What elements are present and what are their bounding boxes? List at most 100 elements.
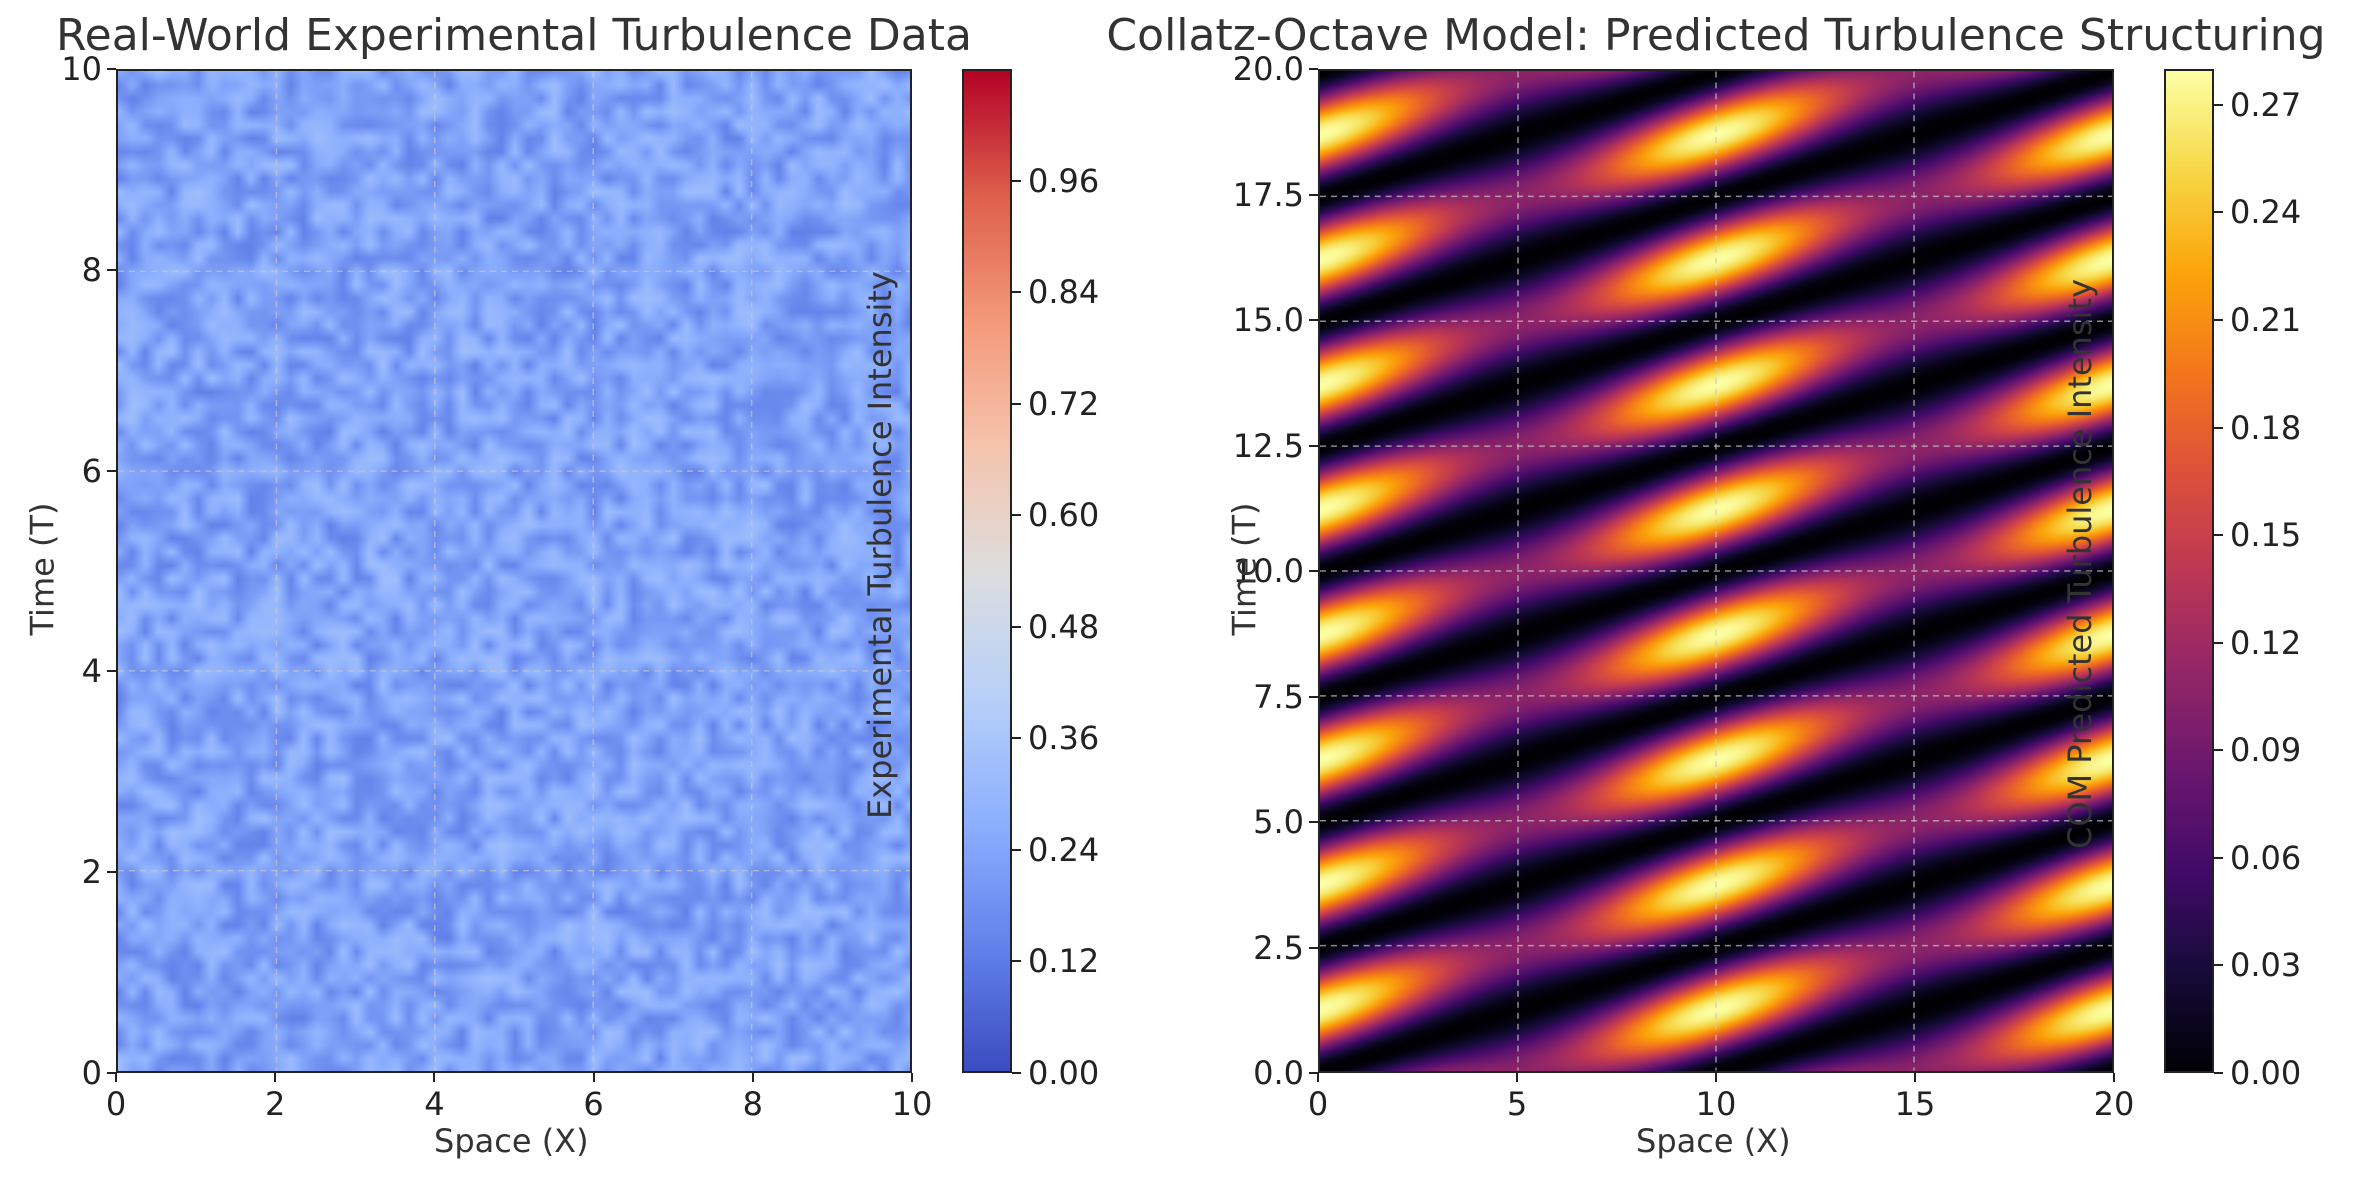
x-tick-mark [115, 1073, 117, 1082]
colorbar-tick-mark [1012, 625, 1021, 628]
y-tick-label: 10.0 [1232, 552, 1304, 590]
x-tick-label: 0 [1307, 1085, 1329, 1123]
right-colorbar-label: COM Predicted Turbulence Intensity [2061, 278, 2099, 849]
right-colorbar [2164, 69, 2214, 1073]
colorbar-tick-label: 0.00 [2230, 1054, 2302, 1092]
colorbar-tick-mark [1012, 291, 1021, 294]
colorbar-tick-label: 0.09 [2230, 731, 2302, 770]
x-tick-mark [592, 1073, 595, 1082]
colorbar-tick-label: 0.24 [1028, 830, 1100, 869]
x-tick-label: 10 [891, 1085, 933, 1123]
y-tick-mark [1309, 68, 1318, 70]
colorbar-tick-mark [2214, 641, 2223, 644]
y-tick-label: 7.5 [1253, 677, 1304, 716]
colorbar-tick-label: 0.24 [2230, 193, 2302, 232]
x-tick-mark [274, 1073, 277, 1082]
y-tick-label: 2 [81, 853, 102, 892]
left-heatmap-cells [118, 71, 910, 1071]
x-tick-label: 15 [1894, 1085, 1936, 1123]
y-tick-label: 20.0 [1232, 50, 1304, 88]
left-colorbar-label: Experimental Turbulence Intensity [861, 271, 899, 819]
colorbar-tick-mark [2214, 964, 2223, 967]
colorbar-tick-label: 0.36 [1028, 719, 1100, 758]
y-tick-mark [107, 268, 116, 271]
y-tick-label: 4 [81, 652, 102, 691]
y-tick-mark [1309, 444, 1318, 447]
y-tick-label: 5.0 [1253, 803, 1304, 841]
x-tick-label: 6 [583, 1085, 604, 1123]
y-tick-mark [107, 469, 116, 472]
right-chart-title: Collatz-Octave Model: Predicted Turbulen… [1106, 10, 2326, 61]
y-tick-label: 0.0 [1253, 1054, 1304, 1092]
colorbar-tick-mark [2214, 856, 2223, 859]
x-tick-mark [911, 1073, 913, 1082]
right-gridlines [1320, 71, 2112, 1071]
x-tick-label: 8 [742, 1085, 763, 1123]
colorbar-tick-label: 0.27 [2230, 85, 2302, 124]
x-tick-mark [433, 1073, 436, 1082]
x-tick-mark [1715, 1073, 1717, 1082]
colorbar-tick-mark [2214, 319, 2223, 321]
y-tick-mark [107, 871, 116, 874]
y-tick-label: 0 [81, 1054, 102, 1092]
colorbar-tick-mark [2214, 211, 2223, 214]
colorbar-tick-mark [2214, 749, 2223, 752]
colorbar-tick-label: 0.00 [1028, 1054, 1100, 1092]
colorbar-tick-mark [1012, 737, 1021, 740]
y-tick-mark [1309, 695, 1318, 698]
x-tick-mark [751, 1073, 754, 1082]
left-y-axis-label: Time (T) [23, 502, 62, 636]
x-tick-label: 5 [1506, 1085, 1528, 1123]
colorbar-tick-mark [1012, 402, 1021, 405]
y-tick-mark [1309, 570, 1318, 572]
x-tick-label: 2 [265, 1085, 286, 1123]
x-tick-mark [1317, 1073, 1319, 1082]
y-tick-mark [107, 68, 116, 70]
colorbar-tick-label: 0.84 [1028, 273, 1100, 312]
y-tick-label: 15.0 [1232, 301, 1304, 339]
colorbar-tick-mark [2214, 1072, 2223, 1074]
left-x-axis-label: Space (X) [434, 1122, 589, 1160]
y-tick-label: 10 [61, 50, 102, 88]
x-tick-mark [1914, 1073, 1916, 1082]
colorbar-tick-label: 0.18 [2230, 408, 2302, 447]
colorbar-tick-mark [1012, 1072, 1021, 1074]
y-tick-mark [1309, 821, 1318, 823]
x-tick-label: 4 [424, 1085, 445, 1123]
left-chart-title: Real-World Experimental Turbulence Data [56, 10, 972, 61]
colorbar-tick-mark [1012, 848, 1021, 851]
colorbar-tick-label: 0.03 [2230, 946, 2302, 985]
y-tick-label: 6 [81, 451, 102, 490]
colorbar-tick-mark [1012, 514, 1021, 517]
x-tick-mark [1516, 1073, 1518, 1082]
x-tick-mark [2113, 1073, 2115, 1082]
y-tick-label: 12.5 [1232, 426, 1304, 465]
left-heatmap-plot [116, 69, 912, 1073]
colorbar-tick-mark [1012, 960, 1021, 963]
colorbar-tick-label: 0.21 [2230, 301, 2302, 339]
y-tick-label: 17.5 [1232, 175, 1304, 214]
y-tick-mark [1309, 946, 1318, 949]
y-tick-mark [107, 1072, 116, 1074]
y-tick-label: 8 [81, 250, 102, 289]
left-gridlines [118, 71, 910, 1071]
right-colorbar-gradient [2166, 71, 2212, 1071]
x-tick-label: 20 [2093, 1085, 2135, 1123]
colorbar-tick-label: 0.96 [1028, 161, 1100, 200]
y-tick-mark [1309, 193, 1318, 196]
x-tick-label: 0 [105, 1085, 127, 1123]
y-tick-mark [1309, 319, 1318, 321]
right-heatmap-plot [1318, 69, 2114, 1073]
right-x-axis-label: Space (X) [1636, 1122, 1791, 1160]
y-tick-mark [107, 670, 116, 673]
colorbar-tick-label: 0.72 [1028, 384, 1100, 423]
colorbar-tick-label: 0.06 [2230, 838, 2302, 877]
colorbar-tick-mark [2214, 103, 2223, 106]
y-tick-mark [1309, 1072, 1318, 1074]
colorbar-tick-mark [2214, 534, 2223, 537]
colorbar-tick-label: 0.12 [2230, 623, 2302, 662]
colorbar-tick-label: 0.12 [1028, 942, 1100, 981]
left-colorbar-gradient [964, 71, 1010, 1071]
left-colorbar [962, 69, 1012, 1073]
y-tick-label: 2.5 [1253, 928, 1304, 967]
